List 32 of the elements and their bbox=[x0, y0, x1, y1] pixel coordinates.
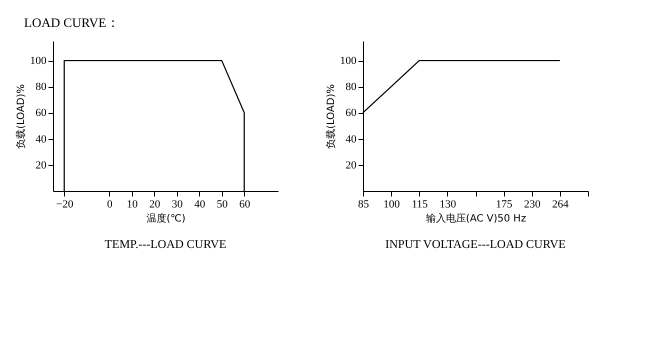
x-tick-label: 20 bbox=[149, 198, 161, 210]
x-tick-label: −20 bbox=[56, 198, 74, 210]
y-tick-label: 100 bbox=[30, 55, 47, 68]
text: LOAD CURVE： bbox=[24, 14, 120, 32]
x-axis-title: 温度(℃) bbox=[146, 212, 186, 224]
y-tick-label: 60 bbox=[346, 107, 357, 120]
y-tick-label: 60 bbox=[36, 107, 47, 120]
y-tick-label: 20 bbox=[346, 159, 357, 172]
x-tick-label: 100 bbox=[383, 198, 400, 210]
x-tick-label: 30 bbox=[172, 198, 184, 210]
y-tick-label: 80 bbox=[36, 81, 47, 94]
x-tick-label: 50 bbox=[216, 198, 228, 210]
x-tick-label: 60 bbox=[239, 198, 251, 210]
y-tick-label: 40 bbox=[346, 133, 357, 146]
y-tick-label: 80 bbox=[346, 81, 357, 94]
x-tick-label: 230 bbox=[524, 198, 541, 210]
y-axis-title: 负载(LOAD)% bbox=[325, 84, 337, 149]
y-tick-label: 20 bbox=[36, 159, 47, 172]
x-tick-label: 0 bbox=[107, 198, 113, 210]
y-tick-label: 100 bbox=[340, 55, 357, 68]
x-tick-label: 115 bbox=[412, 198, 428, 210]
y-tick-label: 40 bbox=[36, 133, 47, 146]
y-axis-title: 负载(LOAD)% bbox=[15, 84, 27, 149]
x-tick-label: 40 bbox=[194, 198, 206, 210]
x-tick-label: 264 bbox=[552, 198, 570, 210]
x-tick-label: 10 bbox=[126, 198, 138, 210]
text: TEMP.---LOAD CURVE bbox=[104, 237, 226, 251]
x-tick-label: 130 bbox=[440, 198, 457, 210]
text: INPUT VOLTAGE---LOAD CURVE bbox=[385, 237, 566, 251]
x-tick-label: 175 bbox=[496, 198, 513, 210]
x-axis-title: 输入电压(AC V)50 Hz bbox=[426, 212, 526, 224]
x-tick-label: 85 bbox=[358, 198, 370, 210]
